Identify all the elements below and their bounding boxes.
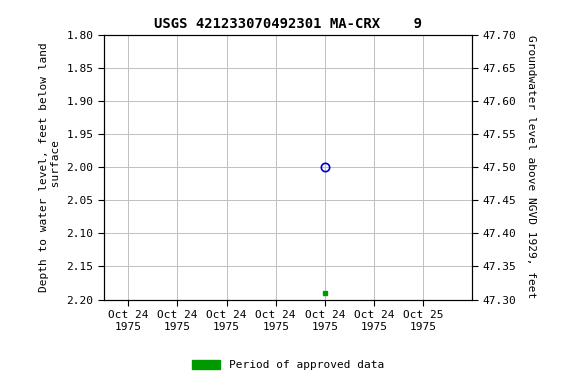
Title: USGS 421233070492301 MA-CRX    9: USGS 421233070492301 MA-CRX 9 — [154, 17, 422, 31]
Y-axis label: Groundwater level above NGVD 1929, feet: Groundwater level above NGVD 1929, feet — [526, 35, 536, 299]
Legend: Period of approved data: Period of approved data — [188, 355, 388, 375]
Y-axis label: Depth to water level, feet below land
 surface: Depth to water level, feet below land su… — [39, 42, 60, 292]
